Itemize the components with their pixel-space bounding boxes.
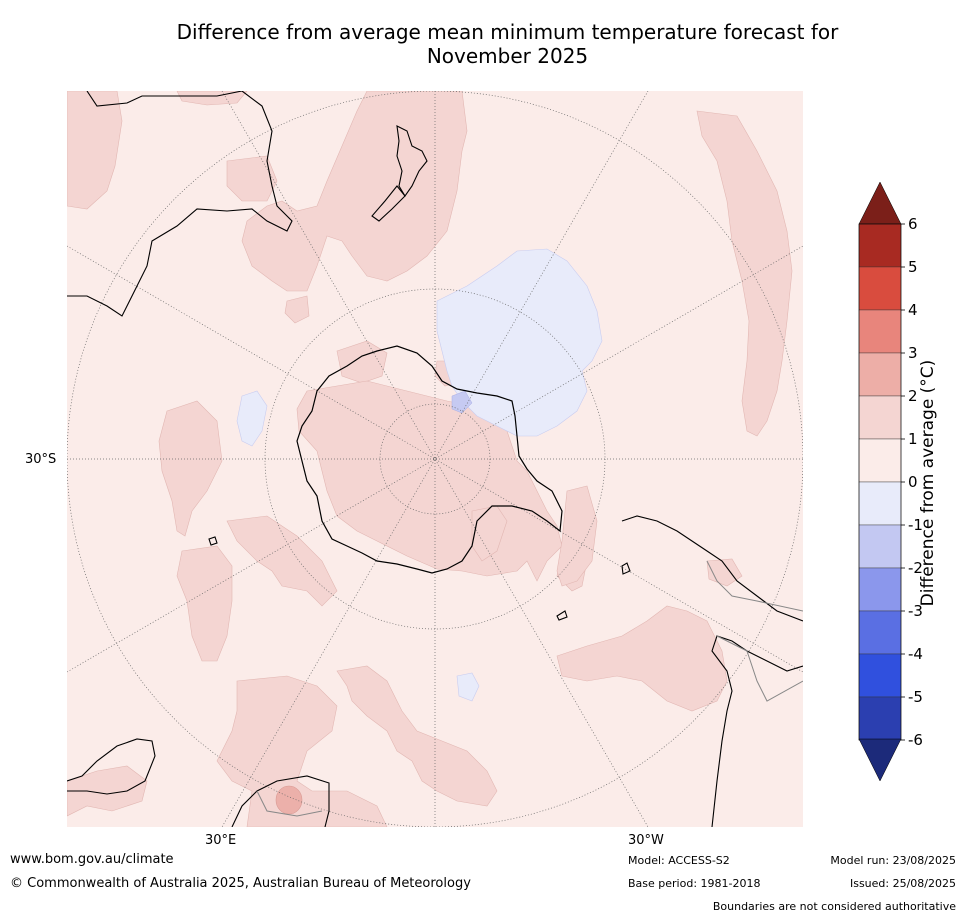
- colorbar-svg: 6 5 4 3 2 1 0 -1 -2 -3 -4 -5 -6: [858, 181, 923, 782]
- model-text: Model: ACCESS-S2: [628, 854, 730, 867]
- colorbar-box: [858, 438, 902, 483]
- colorbar-box: [858, 223, 902, 268]
- africa-coastline: [67, 738, 156, 795]
- disclaimer-text: Boundaries are not considered authoritat…: [712, 900, 956, 913]
- website-link[interactable]: www.bom.gov.au/climate: [10, 852, 174, 867]
- lat-label-30s: 30°S: [25, 452, 57, 467]
- issued-text: Issued: 25/08/2025: [849, 877, 956, 890]
- anomaly-cool-regions: [236, 248, 603, 702]
- model-run-text: Model run: 23/08/2025: [830, 854, 956, 867]
- colorbar-tick-label: 4: [908, 301, 918, 319]
- colorbar-box: [858, 309, 902, 354]
- south-georgia: [556, 610, 568, 621]
- colorbar-tick-label: -6: [908, 731, 923, 749]
- colorbar-bottom-arrow: [858, 738, 902, 782]
- map-title: Difference from average mean minimum tem…: [100, 20, 915, 68]
- australia-coastline: [67, 91, 293, 317]
- colorbar-top-arrow: [858, 181, 902, 225]
- colorbar-box: [858, 610, 902, 655]
- colorbar: 6 5 4 3 2 1 0 -1 -2 -3 -4 -5 -6: [858, 181, 963, 782]
- country-boundaries: [256, 560, 803, 817]
- colorbar-tick-label: 3: [908, 344, 918, 362]
- colorbar-tick-label: -3: [908, 602, 923, 620]
- copyright-text: © Commonwealth of Australia 2025, Austra…: [10, 876, 471, 891]
- kerguelen: [208, 536, 218, 546]
- colorbar-tick-label: 0: [908, 473, 918, 491]
- polar-map: [67, 91, 803, 827]
- colorbar-box: [858, 696, 902, 741]
- falklands: [621, 562, 631, 575]
- colorbar-tick-label: -4: [908, 645, 923, 663]
- colorbar-box: [858, 352, 902, 397]
- colorbar-tick-label: 6: [908, 215, 918, 233]
- polar-map-svg: [67, 91, 803, 827]
- colorbar-boxes: [858, 223, 902, 741]
- colorbar-box: [858, 481, 902, 526]
- lon-label-30e: 30°E: [205, 833, 237, 848]
- colorbar-box: [858, 395, 902, 440]
- colorbar-tick-label: -2: [908, 559, 923, 577]
- antarctica-coastline: [296, 345, 563, 574]
- colorbar-tick-label: -1: [908, 516, 923, 534]
- anomaly-warm-2-3: [275, 785, 303, 815]
- africa-south: [231, 775, 330, 827]
- colorbar-box: [858, 653, 902, 698]
- graticule: [67, 91, 803, 827]
- colorbar-tick-label: -5: [908, 688, 923, 706]
- south-america-coastline: [621, 515, 803, 827]
- base-period-text: Base period: 1981-2018: [628, 877, 761, 890]
- colorbar-box: [858, 266, 902, 311]
- land-coastlines: [67, 91, 803, 827]
- new-zealand-south: [371, 185, 406, 222]
- new-zealand-north: [396, 125, 428, 198]
- title-line-1: Difference from average mean minimum tem…: [176, 20, 839, 44]
- lon-label-30w: 30°W: [628, 833, 664, 848]
- title-line-2: November 2025: [426, 44, 589, 68]
- colorbar-tick-label: 1: [908, 430, 918, 448]
- colorbar-title: Difference from average (°C): [918, 359, 938, 607]
- colorbar-box: [858, 524, 902, 569]
- colorbar-box: [858, 567, 902, 612]
- colorbar-tick-label: 2: [908, 387, 918, 405]
- colorbar-ticks: 6 5 4 3 2 1 0 -1 -2 -3 -4 -5 -6: [901, 215, 923, 749]
- colorbar-tick-label: 5: [908, 258, 918, 276]
